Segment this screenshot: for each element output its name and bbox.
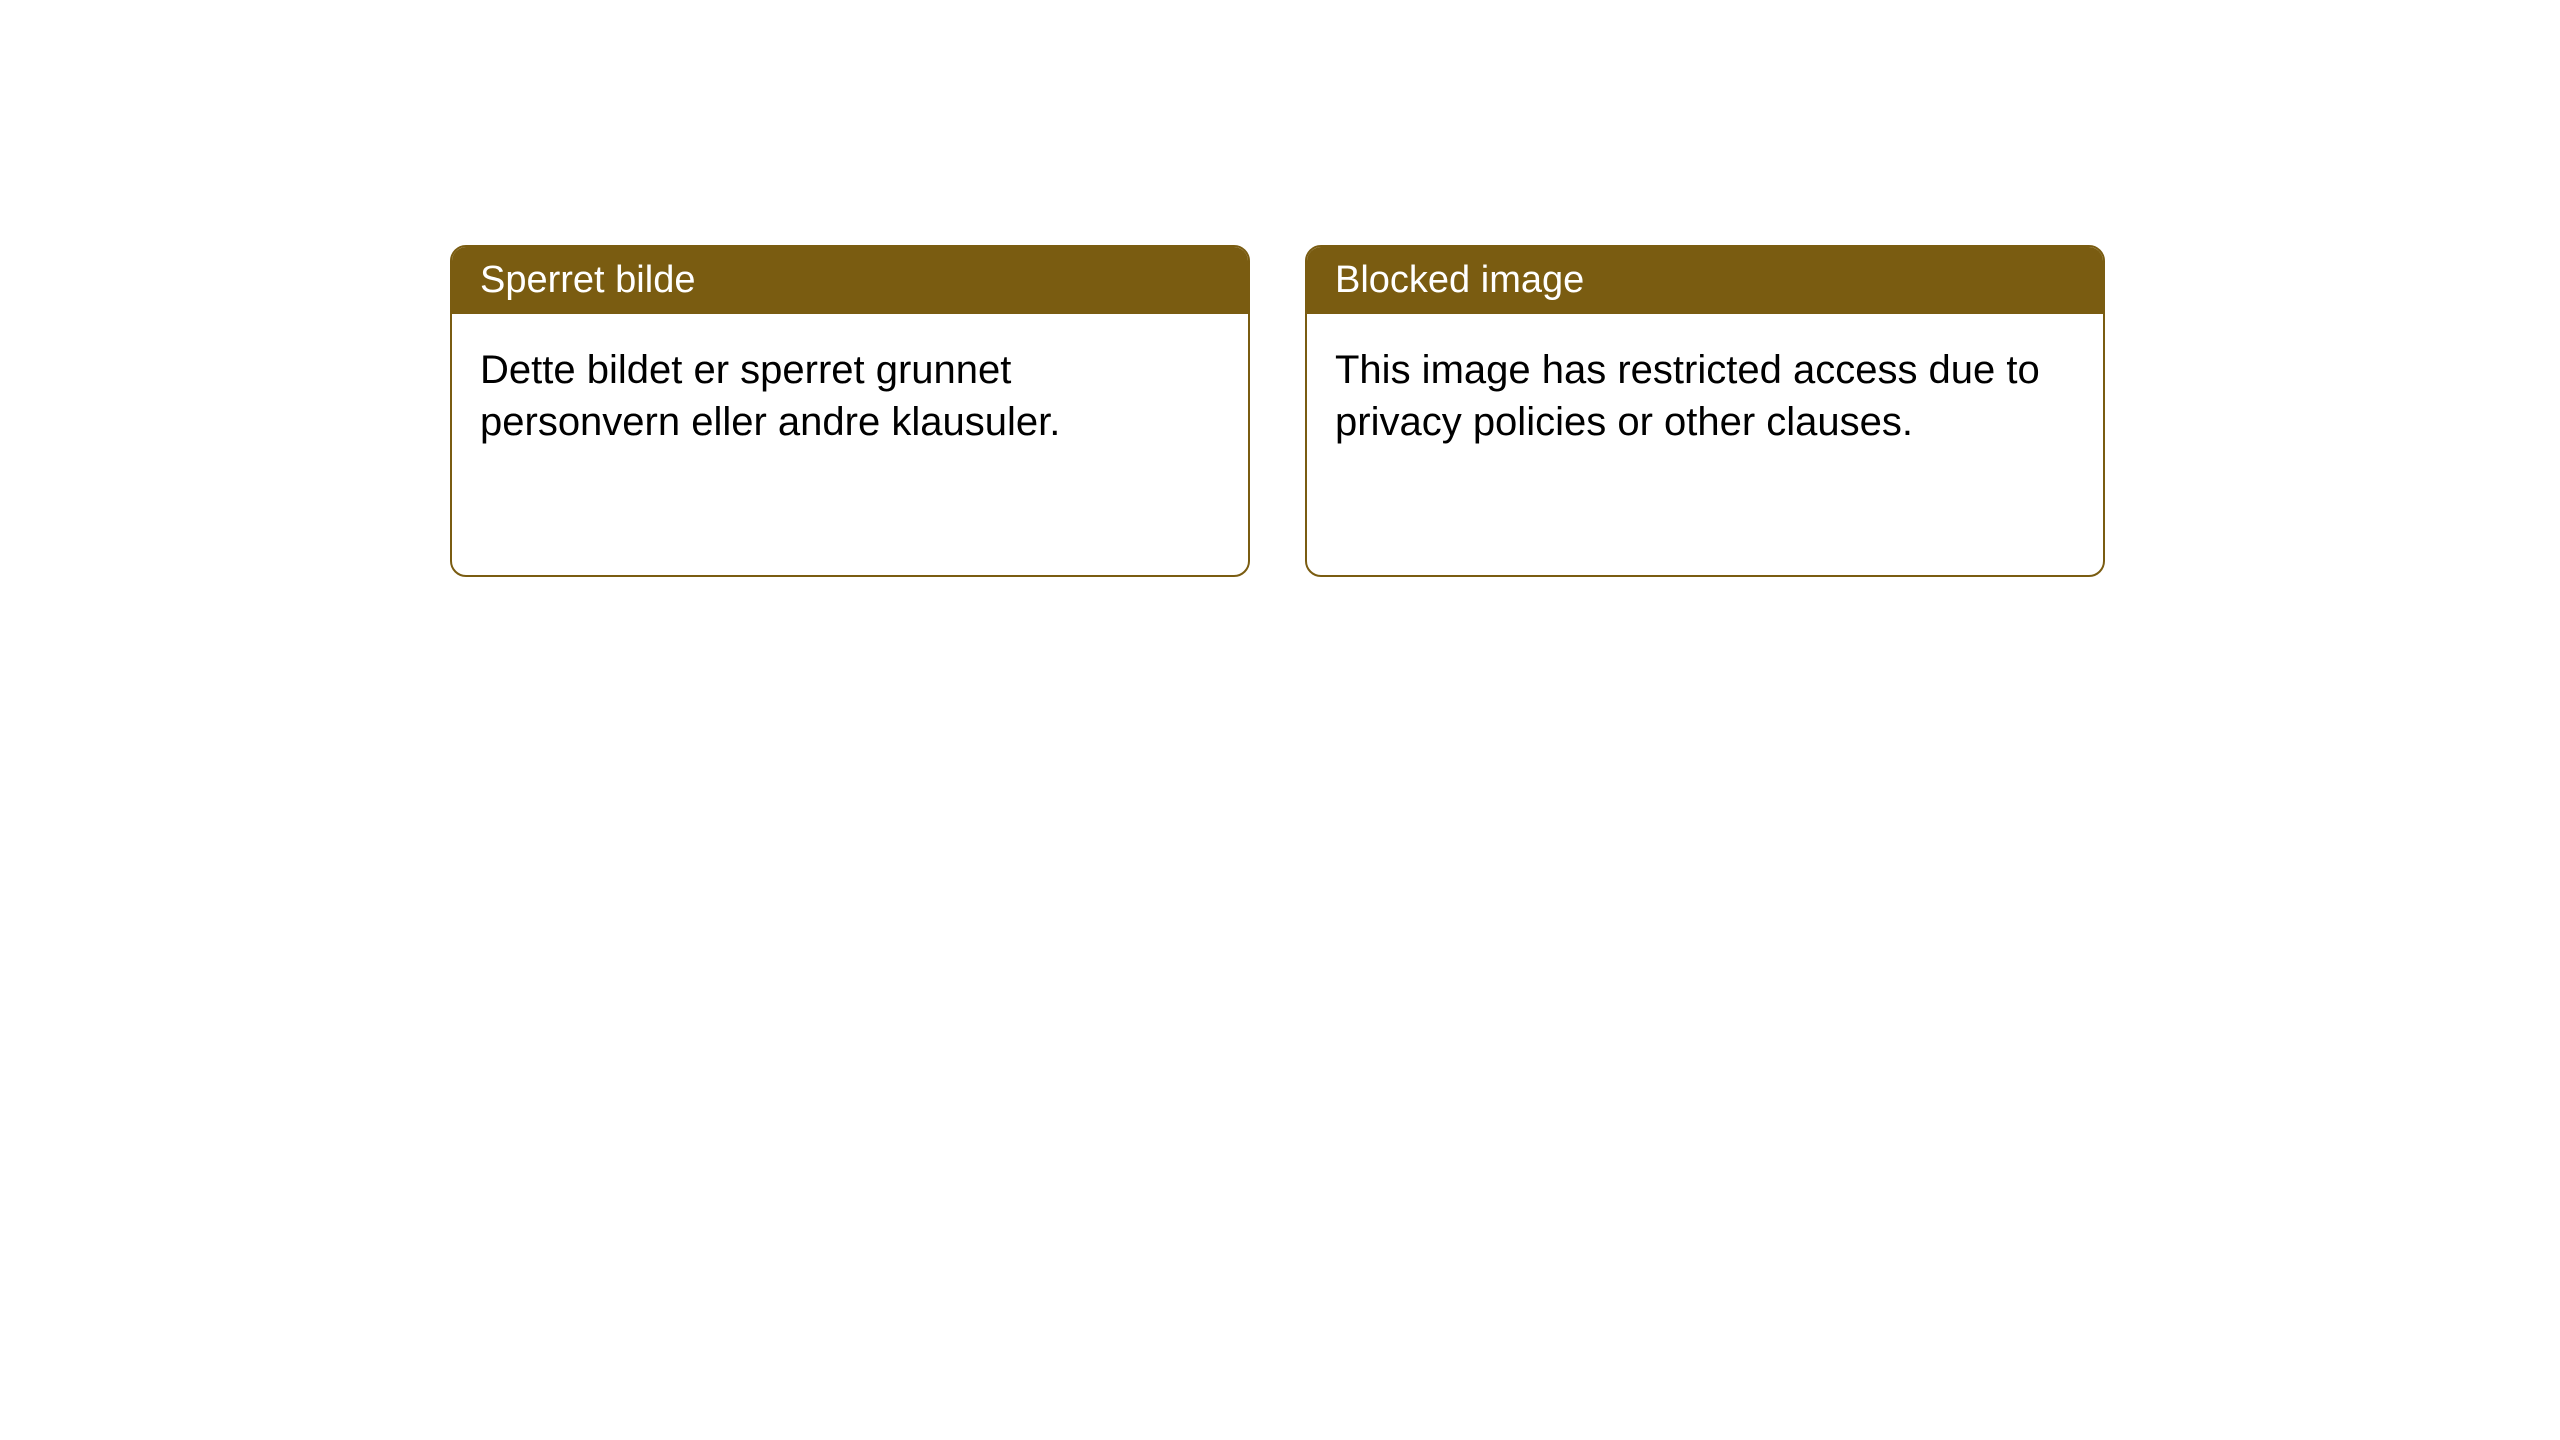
notice-card-en: Blocked image This image has restricted …: [1305, 245, 2105, 577]
notice-body-en: This image has restricted access due to …: [1307, 314, 2103, 478]
notice-text-en: This image has restricted access due to …: [1335, 348, 2040, 444]
notice-title-en: Blocked image: [1335, 259, 1584, 301]
notice-text-no: Dette bildet er sperret grunnet personve…: [480, 348, 1060, 444]
notice-body-no: Dette bildet er sperret grunnet personve…: [452, 314, 1248, 478]
notice-title-no: Sperret bilde: [480, 259, 695, 301]
notice-card-no: Sperret bilde Dette bildet er sperret gr…: [450, 245, 1250, 577]
notice-header-en: Blocked image: [1307, 247, 2103, 314]
notice-header-no: Sperret bilde: [452, 247, 1248, 314]
notice-container: Sperret bilde Dette bildet er sperret gr…: [450, 245, 2560, 577]
